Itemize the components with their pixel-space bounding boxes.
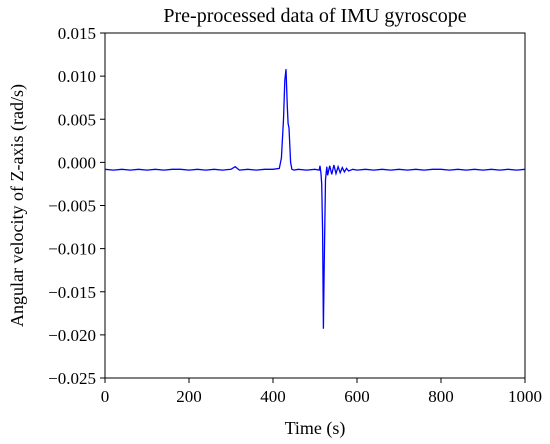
x-tick-label: 0 bbox=[101, 387, 110, 406]
y-tick-label: −0.005 bbox=[48, 197, 96, 216]
x-tick-label: 1000 bbox=[508, 387, 542, 406]
y-tick-label: 0.010 bbox=[58, 67, 96, 86]
y-axis: 0.015 0.010 0.005 0.000 −0.005 −0.010 −0.015 −0… bbox=[48, 24, 105, 388]
y-tick-label: −0.020 bbox=[48, 326, 96, 345]
x-axis-label: Time (s) bbox=[285, 418, 346, 439]
y-tick-label: −0.025 bbox=[48, 369, 96, 388]
y-tick-label: 0.005 bbox=[58, 110, 96, 129]
y-tick-label: −0.010 bbox=[48, 240, 96, 259]
series-line bbox=[104, 69, 526, 329]
x-tick-label: 600 bbox=[344, 387, 370, 406]
y-tick-label: 0.015 bbox=[58, 24, 96, 43]
plot-frame bbox=[104, 32, 526, 379]
x-tick-label: 200 bbox=[176, 387, 202, 406]
chart-title: Pre-processed data of IMU gyroscope bbox=[163, 5, 466, 27]
x-tick-label: 800 bbox=[428, 387, 454, 406]
x-axis: 0 200 400 600 800 1000 bbox=[101, 378, 542, 406]
y-axis-label: Angular velocity of Z-axis (rad/s) bbox=[7, 84, 28, 327]
y-tick-label: 0.000 bbox=[58, 153, 96, 172]
y-tick-label: −0.015 bbox=[48, 283, 96, 302]
x-tick-label: 400 bbox=[260, 387, 286, 406]
